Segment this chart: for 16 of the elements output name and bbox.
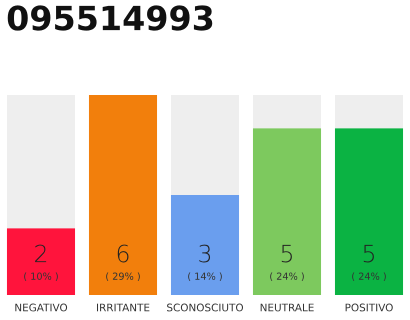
annotation: ( 14% )	[188, 272, 222, 282]
x-tick-label: POSITIVO	[346, 304, 393, 312]
x-tick-label: NEUTRALE	[260, 304, 314, 312]
annotation: ( 29% )	[106, 272, 140, 282]
annotation: ( 24% )	[270, 272, 304, 282]
chart-title: 095514993	[8, 5, 212, 31]
data-label: 2	[35, 244, 46, 262]
x-tick-label: NEGATIVO	[15, 304, 68, 312]
annotation: ( 24% )	[352, 272, 386, 282]
x-tick-label: SCONOSCIUTO	[167, 304, 244, 312]
annotation: ( 10% )	[24, 272, 58, 282]
data-label: 3	[199, 244, 210, 262]
data-label: 5	[282, 244, 292, 262]
data-label: 6	[118, 244, 128, 262]
x-tick-label: IRRITANTE	[97, 304, 150, 312]
data-label: 5	[364, 244, 374, 262]
